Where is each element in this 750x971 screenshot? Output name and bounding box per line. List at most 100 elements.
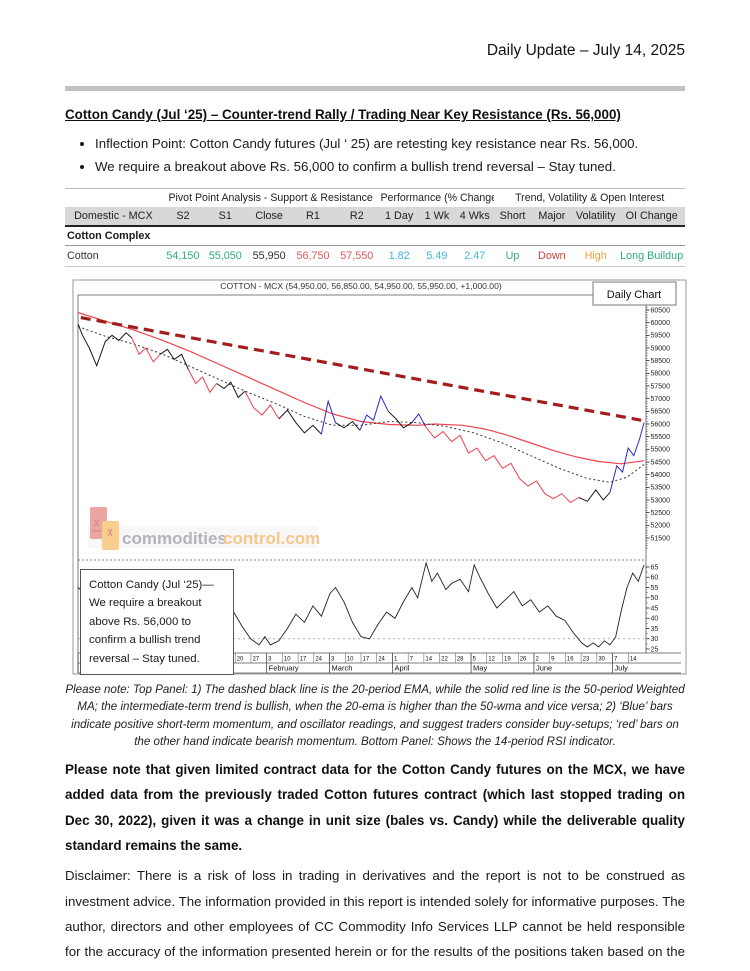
svg-text:55500: 55500	[651, 434, 671, 441]
svg-text:58000: 58000	[651, 371, 671, 378]
svg-text:60: 60	[651, 575, 659, 582]
svg-text:7: 7	[614, 657, 618, 663]
col-s2: S2	[161, 207, 205, 227]
svg-text:19: 19	[504, 657, 511, 663]
daily-chart-label: Daily Chart	[607, 289, 661, 301]
table-section-row: Cotton Complex	[65, 226, 685, 246]
col-volatility: Volatility	[573, 207, 619, 227]
svg-text:57000: 57000	[651, 396, 671, 403]
chart-outer-border	[72, 279, 687, 675]
svg-text:7: 7	[410, 657, 414, 663]
svg-text:56000: 56000	[651, 421, 671, 428]
svg-text:52500: 52500	[651, 510, 671, 517]
svg-text:54500: 54500	[651, 459, 671, 466]
header-divider	[65, 86, 685, 91]
group-header-spacer	[65, 188, 162, 207]
cell-major-trend: Down	[530, 245, 573, 267]
col-r1: R1	[291, 207, 335, 227]
scales-strokes	[92, 518, 113, 537]
cell-s1: 55,050	[204, 245, 247, 267]
chart-legend-note: Please note: Top Panel: 1) The dashed bl…	[65, 683, 685, 749]
col-oi-change: OI Change	[618, 207, 685, 227]
svg-text:17: 17	[363, 657, 370, 663]
watermark-text-gray: commodities	[122, 529, 227, 548]
col-4wks: 4 Wks	[455, 207, 495, 227]
svg-text:February: February	[269, 664, 299, 673]
svg-text:June: June	[536, 664, 552, 673]
svg-text:55000: 55000	[651, 447, 671, 454]
svg-text:59500: 59500	[651, 333, 671, 340]
svg-text:45: 45	[651, 605, 659, 612]
svg-text:May: May	[473, 664, 487, 673]
svg-text:26: 26	[520, 657, 527, 663]
svg-text:3: 3	[331, 657, 335, 663]
cell-1wk: 5.49	[418, 245, 456, 267]
watermark-logo: commodities control.com	[88, 507, 320, 550]
svg-text:35: 35	[651, 626, 659, 633]
svg-text:3: 3	[268, 657, 272, 663]
chart-figure: COTTON - MCX (54,950.00, 56,850.00, 54,9…	[72, 279, 688, 676]
svg-text:April: April	[394, 664, 409, 673]
col-r2: R2	[334, 207, 380, 227]
cell-close: 55,950	[246, 245, 292, 267]
svg-text:25: 25	[651, 646, 659, 653]
svg-text:24: 24	[378, 657, 385, 663]
report-title: Cotton Candy (Jul ‘25) – Counter-trend R…	[65, 107, 621, 122]
bullet-breakout: We require a breakout above Rs. 56,000 t…	[95, 159, 685, 174]
group-header-trend: Trend, Volatility & Open Interest	[494, 188, 685, 207]
svg-text:57500: 57500	[651, 383, 671, 390]
disclaimer-text: Disclaimer: There is a risk of loss in t…	[65, 868, 685, 971]
svg-text:55: 55	[651, 585, 659, 592]
watermark-text-orange: control.com	[223, 529, 320, 548]
svg-text:20: 20	[237, 657, 244, 663]
svg-text:14: 14	[425, 657, 432, 663]
col-major: Major	[530, 207, 573, 227]
cell-4wks: 2.47	[455, 245, 495, 267]
col-close: Close	[246, 207, 292, 227]
svg-text:22: 22	[441, 657, 448, 663]
watermark-backdrop	[88, 526, 318, 548]
svg-text:28: 28	[457, 657, 464, 663]
svg-text:58500: 58500	[651, 358, 671, 365]
svg-text:40: 40	[651, 616, 659, 623]
svg-text:27: 27	[252, 657, 259, 663]
cell-1day: 1.82	[379, 245, 419, 267]
svg-text:65: 65	[651, 564, 659, 571]
cell-r2: 57,550	[334, 245, 380, 267]
header-date: Daily Update – July 14, 2025	[486, 42, 685, 59]
svg-text:2: 2	[535, 657, 539, 663]
svg-text:50: 50	[651, 595, 659, 602]
cell-volatility: High	[573, 245, 619, 267]
svg-text:16: 16	[567, 657, 574, 663]
table-group-header-row: Pivot Point Analysis - Support & Resista…	[65, 188, 685, 207]
col-short: Short	[494, 207, 531, 227]
col-1day: 1 Day	[379, 207, 419, 227]
svg-text:14: 14	[630, 657, 637, 663]
table-row-cotton: Cotton 54,150 55,050 55,950 56,750 57,55…	[65, 245, 685, 267]
chart-title: COTTON - MCX (54,950.00, 56,850.00, 54,9…	[220, 281, 502, 291]
svg-text:1: 1	[394, 657, 398, 663]
cell-short-trend: Up	[494, 245, 531, 267]
daily-chart-box	[592, 281, 677, 306]
svg-text:March: March	[332, 664, 353, 673]
svg-text:23: 23	[583, 657, 590, 663]
col-domestic-mcx: Domestic - MCX	[65, 207, 162, 227]
cell-r1: 56,750	[291, 245, 335, 267]
chart-annotation-box: Cotton Candy (Jul ‘25)—We require a brea…	[80, 569, 234, 676]
svg-text:60500: 60500	[651, 307, 671, 314]
svg-text:10: 10	[347, 657, 354, 663]
svg-text:July: July	[615, 664, 629, 673]
group-header-pivot: Pivot Point Analysis - Support & Resista…	[161, 188, 380, 207]
col-s1: S1	[204, 207, 247, 227]
bullet-inflection-point: Inflection Point: Cotton Candy futures (…	[95, 136, 685, 151]
table-column-header-row: Domestic - MCX S2 S1 Close R1 R2 1 Day 1…	[65, 207, 685, 227]
svg-text:59000: 59000	[651, 345, 671, 352]
col-1wk: 1 Wk	[418, 207, 456, 227]
scales-icon	[102, 521, 119, 550]
svg-text:53500: 53500	[651, 485, 671, 492]
svg-text:52000: 52000	[651, 523, 671, 530]
svg-text:17: 17	[300, 657, 307, 663]
svg-text:24: 24	[315, 657, 322, 663]
section-cotton-complex: Cotton Complex	[65, 226, 685, 246]
